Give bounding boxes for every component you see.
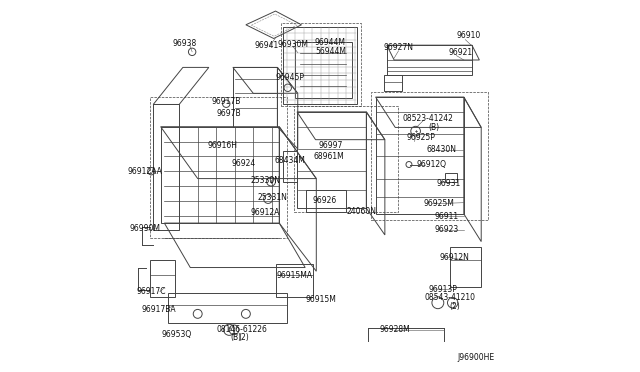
Text: 96997: 96997: [318, 141, 342, 150]
Bar: [371, 92, 488, 220]
Text: (B): (B): [429, 123, 440, 132]
Text: 96912AA: 96912AA: [127, 167, 163, 176]
Text: (2): (2): [238, 333, 249, 343]
Text: 96917C: 96917C: [137, 287, 166, 296]
Text: 96938: 96938: [173, 39, 197, 48]
Bar: [150, 97, 287, 238]
Text: 96923: 96923: [435, 225, 459, 234]
Text: 08146-61226: 08146-61226: [217, 325, 268, 334]
Text: 96926: 96926: [312, 196, 337, 205]
Text: B: B: [227, 327, 231, 332]
Text: (2): (2): [449, 302, 460, 311]
Text: 96927N: 96927N: [383, 42, 413, 51]
Text: J96900HE: J96900HE: [458, 353, 495, 362]
Text: 96925M: 96925M: [424, 199, 455, 208]
Text: 96912A: 96912A: [251, 208, 280, 217]
Text: 96928M: 96928M: [380, 325, 410, 334]
Text: 96931: 96931: [437, 179, 461, 187]
Text: 96917BA: 96917BA: [142, 305, 177, 314]
Text: 56944M: 56944M: [315, 47, 346, 56]
Text: 96911: 96911: [435, 212, 459, 221]
Text: 96915M: 96915M: [305, 295, 336, 304]
Text: 96912N: 96912N: [439, 253, 469, 262]
Text: 96916H: 96916H: [208, 141, 238, 151]
Text: 25330N: 25330N: [250, 176, 280, 185]
Text: 9697B: 9697B: [216, 109, 241, 118]
Text: 96913P: 96913P: [429, 285, 458, 294]
Text: 68430N: 68430N: [427, 145, 456, 154]
Text: 68961M: 68961M: [313, 152, 344, 161]
Text: 96990M: 96990M: [129, 224, 161, 233]
Text: 96953Q: 96953Q: [161, 330, 192, 340]
Text: 96944M: 96944M: [315, 38, 346, 47]
Bar: [445, 173, 457, 182]
Text: 96917B: 96917B: [212, 97, 241, 106]
Text: 96912Q: 96912Q: [417, 160, 447, 169]
Text: 96945P: 96945P: [275, 73, 304, 82]
Text: (B): (B): [230, 333, 241, 343]
Text: 68434M: 68434M: [274, 156, 305, 165]
Text: 08523-41242: 08523-41242: [403, 114, 454, 123]
Text: 96941: 96941: [254, 41, 278, 51]
Text: 96915MA: 96915MA: [276, 271, 313, 280]
Text: 96924: 96924: [231, 158, 255, 167]
Bar: [295, 42, 352, 98]
Text: 25331N: 25331N: [258, 193, 288, 202]
Bar: [294, 106, 398, 212]
Bar: [281, 23, 361, 106]
Text: 96930M: 96930M: [278, 40, 309, 49]
Text: 08543-41210: 08543-41210: [424, 294, 476, 302]
Text: 96910: 96910: [457, 31, 481, 41]
Bar: [283, 27, 357, 105]
Text: 96921: 96921: [448, 48, 472, 57]
Text: 96925P: 96925P: [406, 132, 435, 142]
Text: 24060N: 24060N: [346, 207, 376, 216]
